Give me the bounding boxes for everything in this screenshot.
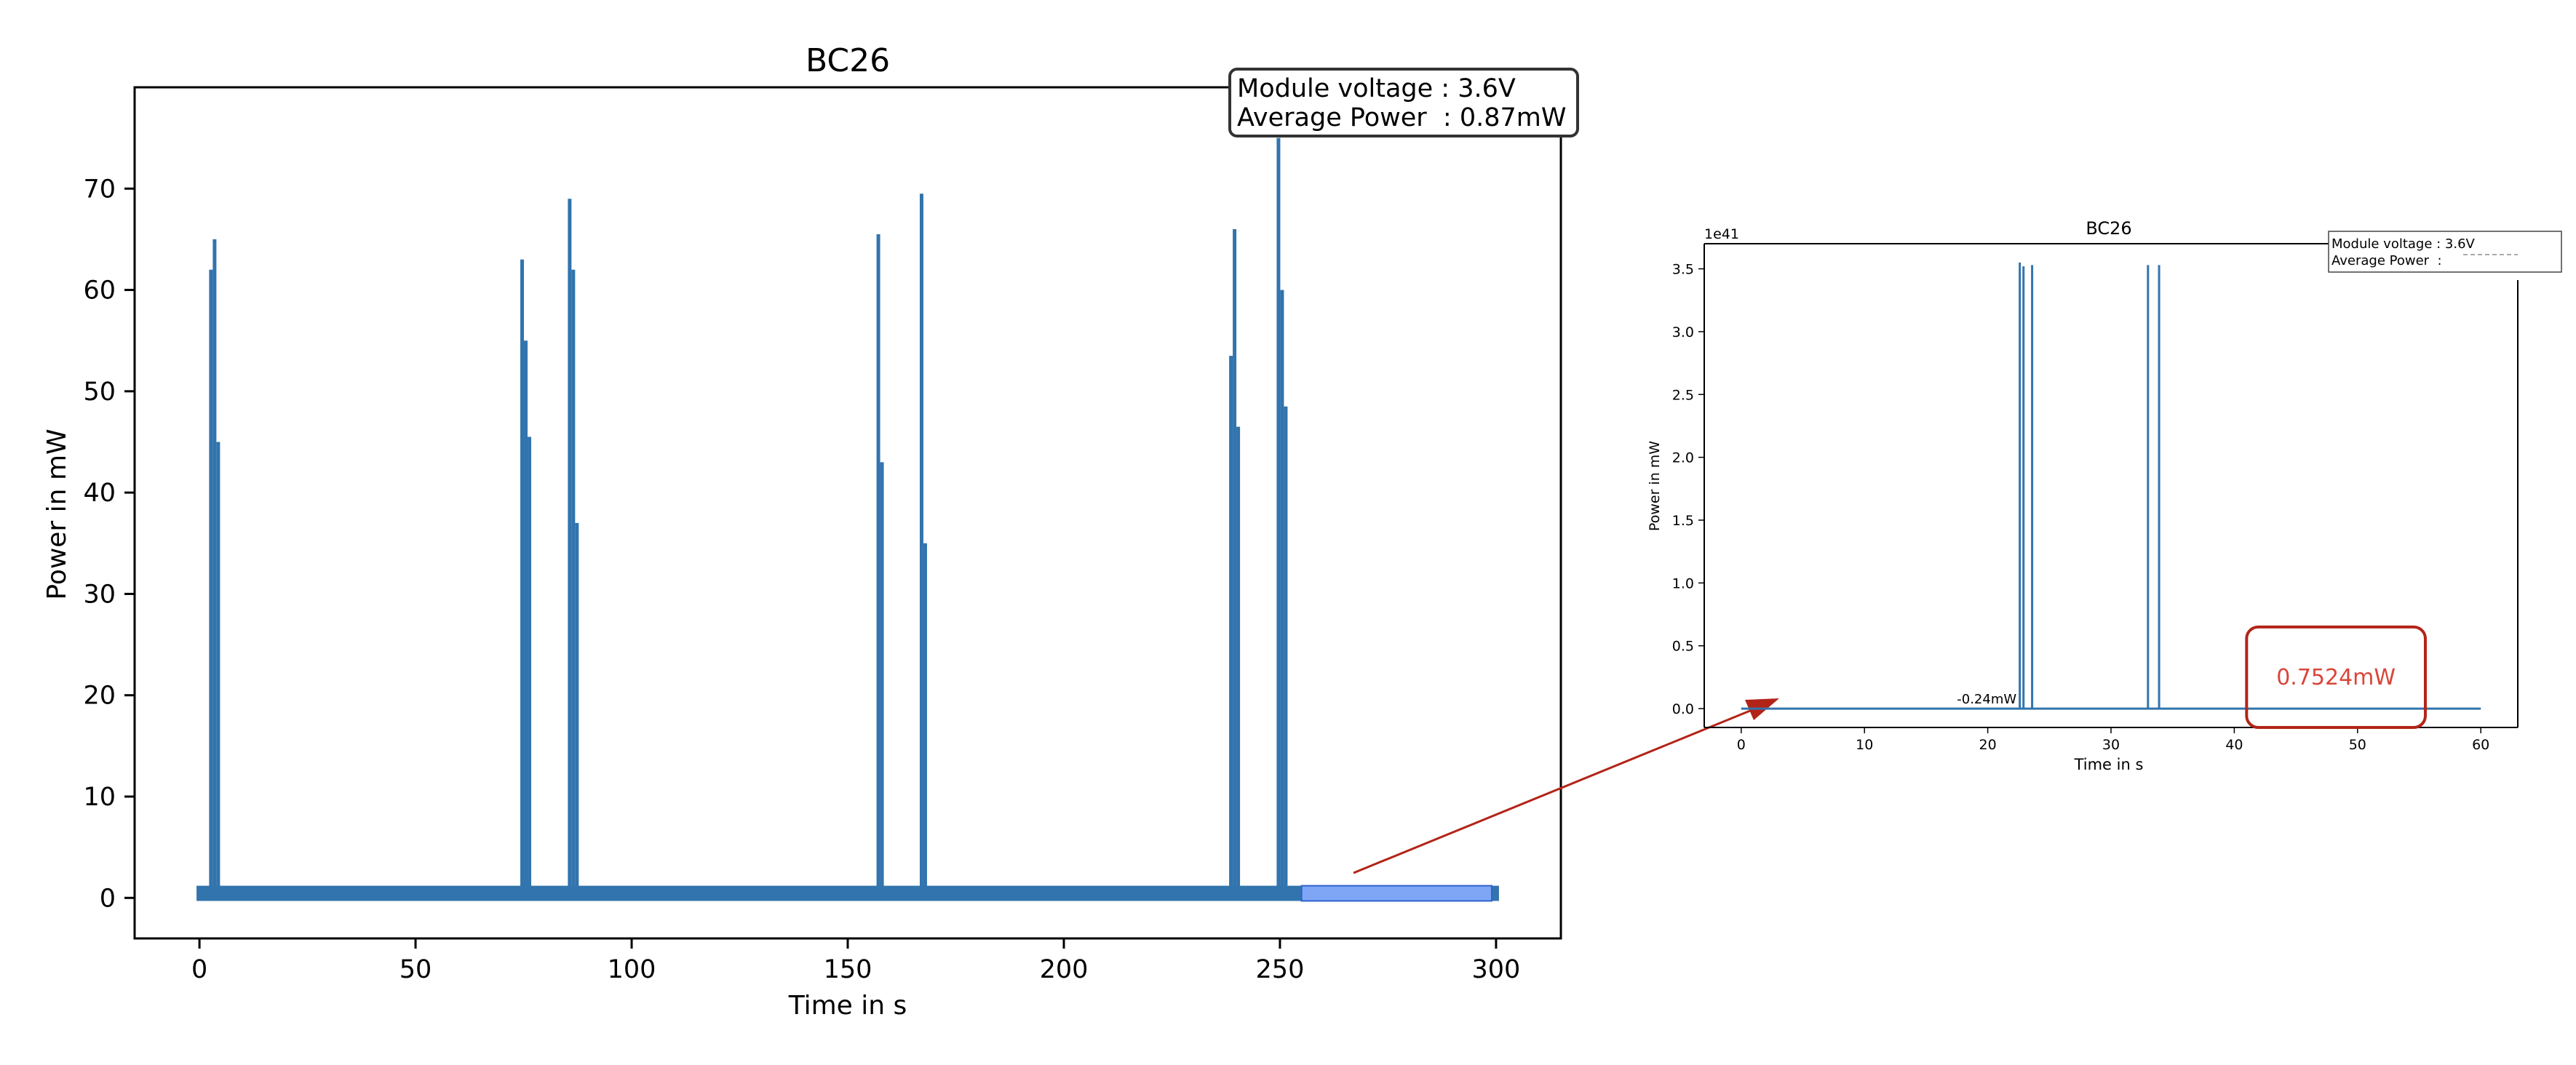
inset-y-tick-label: 1.0 [1672,575,1694,591]
inset-x-tick-label: 60 [2472,737,2489,753]
main-annotation-voltage: Module voltage : 3.6V [1237,74,1516,103]
main-x-tick-label: 0 [191,955,207,984]
inset-callout: 0.7524mW [2245,625,2427,729]
inset-y-ticks: 0.0 0.5 1.0 1.5 2.0 2.5 3.0 3.5 [1672,262,1704,717]
inset-series [1741,262,2481,710]
main-y-tick-label: 10 [83,783,116,812]
main-y-tick-label: 70 [83,175,116,204]
inset-x-tick-label: 0 [1737,737,1746,753]
inset-data-label: -0.24mW [1957,692,2016,707]
inset-chart: 0 10 20 30 40 50 60 0.0 0.5 1.0 1.5 2.0 2.5 3.0 3.5 1… [1647,218,2562,773]
main-x-tick-label: 50 [399,955,432,984]
inset-y-tick-label: 0.5 [1672,639,1694,655]
inset-y-tick-label: 0.0 [1672,701,1694,717]
main-chart-title: BC26 [806,42,890,79]
main-x-ticks: 0 50 100 150 200 250 300 [191,938,1520,984]
main-y-tick-label: 20 [83,682,116,711]
zoom-arrow-line [1353,709,1751,874]
main-annotation-frame [1228,68,1579,137]
main-y-tick-label: 30 [83,580,116,609]
inset-y-tick-label: 2.5 [1672,387,1694,403]
inset-x-tick-label: 30 [2102,737,2120,753]
main-highlight-range [1300,885,1492,902]
inset-x-tick-label: 20 [1979,737,1997,753]
main-x-tick-label: 150 [824,955,872,984]
inset-chart-title: BC26 [2086,218,2131,239]
main-spikes [209,137,1288,898]
main-annotation-box: Module voltage : 3.6V Average Power : 0.… [1228,68,1579,137]
inset-x-tick-label: 40 [2225,737,2243,753]
inset-plot-frame [1704,243,2519,728]
zoom-arrow [1353,698,1779,874]
main-baseline-group [196,885,1499,902]
main-plot-frame [133,86,1562,940]
main-x-tick-label: 100 [608,955,656,984]
main-y-tick-label: 60 [83,276,116,306]
inset-callout-box [2245,625,2427,729]
main-y-tick-label: 40 [83,479,116,508]
main-x-tick-label: 300 [1472,955,1521,984]
inset-x-tick-label: 50 [2349,737,2366,753]
inset-annotation-frame [2328,231,2562,273]
main-y-axis-label: Power in mW [42,428,72,599]
inset-y-tick-label: 3.0 [1672,324,1694,340]
main-y-tick-label: 0 [100,884,116,913]
main-y-tick-label: 50 [83,378,116,407]
inset-annotation-voltage: Module voltage : 3.6V [2331,236,2476,252]
inset-y-tick-label: 1.5 [1672,513,1694,529]
inset-annotation-power: Average Power : [2331,253,2442,268]
inset-y-tick-label: 2.0 [1672,450,1694,466]
inset-offset-label: 1e41 [1704,226,1739,242]
main-y-ticks: 0 10 20 30 40 50 60 70 [83,175,135,913]
inset-x-ticks: 0 10 20 30 40 50 60 [1737,727,2489,753]
inset-y-tick-label: 3.5 [1672,262,1694,278]
main-x-tick-label: 250 [1256,955,1305,984]
inset-callout-text: 0.7524mW [2276,665,2396,690]
inset-x-tick-label: 10 [1856,737,1873,753]
main-x-tick-label: 200 [1040,955,1089,984]
main-annotation-power: Average Power : 0.87mW [1237,103,1566,132]
main-x-axis-label: Time in s [788,991,907,1021]
inset-annotation-box: Module voltage : 3.6V Average Power : [2328,231,2562,273]
inset-y-axis-label: Power in mW [1647,441,1663,531]
inset-x-axis-label: Time in s [2074,756,2144,773]
